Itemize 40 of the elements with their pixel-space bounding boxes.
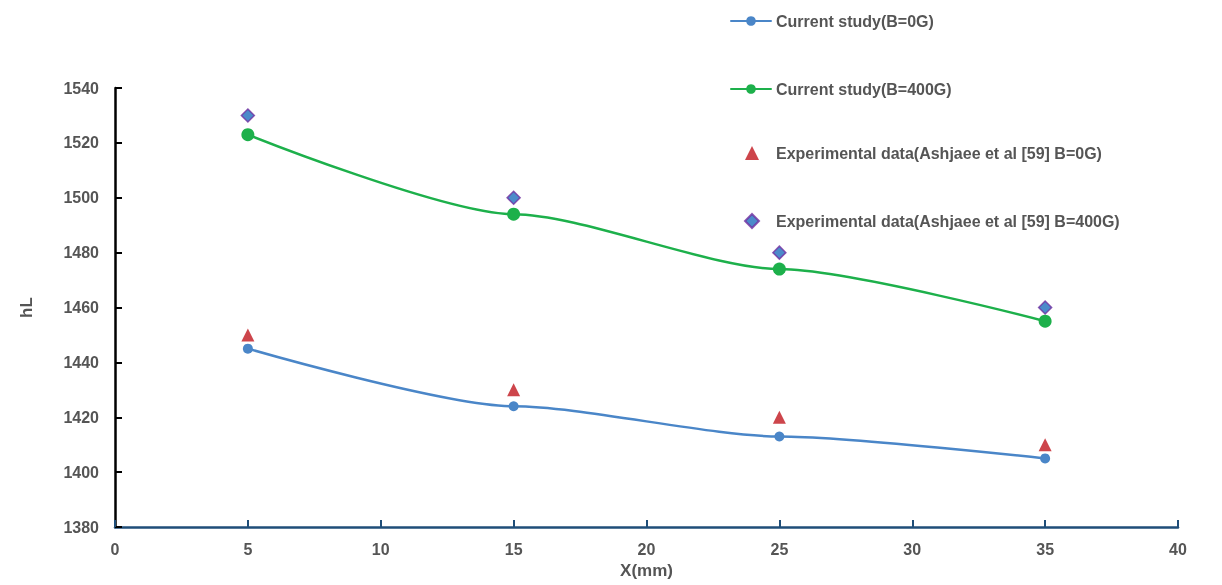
point bbox=[1038, 438, 1052, 452]
point bbox=[772, 245, 787, 260]
legend-label: Current study(B=0G) bbox=[776, 12, 934, 30]
point bbox=[507, 207, 521, 221]
point bbox=[242, 343, 253, 354]
y-tick-label: 1480 bbox=[63, 244, 100, 262]
point bbox=[240, 108, 256, 123]
x-tick-label: 20 bbox=[637, 540, 656, 558]
legend-label: Current study(B=400G) bbox=[776, 80, 952, 98]
y-tick-label: 1500 bbox=[63, 189, 100, 207]
x-tick-label: 30 bbox=[903, 540, 922, 558]
point bbox=[508, 401, 519, 412]
x-tick-label: 35 bbox=[1036, 540, 1055, 558]
point bbox=[1040, 453, 1051, 464]
y-tick-label: 1400 bbox=[63, 463, 100, 481]
point bbox=[507, 383, 521, 397]
x-tick-label: 40 bbox=[1169, 540, 1187, 558]
x-tick-label: 15 bbox=[504, 540, 523, 558]
y-axis-title: hL bbox=[17, 297, 36, 318]
point bbox=[241, 128, 255, 142]
point bbox=[1038, 314, 1052, 328]
x-axis-title: X(mm) bbox=[620, 560, 673, 580]
y-tick-label: 1420 bbox=[63, 408, 100, 426]
legend-label: Experimental data(Ashjaee et al [59] B=400G) bbox=[776, 212, 1120, 230]
y-tick-label: 1380 bbox=[63, 518, 100, 536]
point bbox=[1037, 300, 1053, 315]
legend-label: Experimental data(Ashjaee et al [59] B=0G) bbox=[776, 144, 1102, 162]
x-tick-label: 5 bbox=[243, 540, 253, 558]
y-tick-label: 1440 bbox=[63, 353, 100, 371]
point bbox=[506, 190, 521, 205]
y-tick-label: 1460 bbox=[63, 299, 100, 316]
x-tick-label: 25 bbox=[770, 540, 789, 558]
point bbox=[772, 262, 786, 276]
y-tick-label: 1540 bbox=[63, 79, 100, 97]
y-tick-label: 1520 bbox=[63, 134, 100, 152]
point bbox=[772, 410, 786, 424]
point bbox=[241, 328, 255, 342]
point bbox=[774, 431, 785, 442]
x-tick-label: 10 bbox=[371, 540, 390, 558]
x-tick-label: 0 bbox=[110, 540, 120, 558]
